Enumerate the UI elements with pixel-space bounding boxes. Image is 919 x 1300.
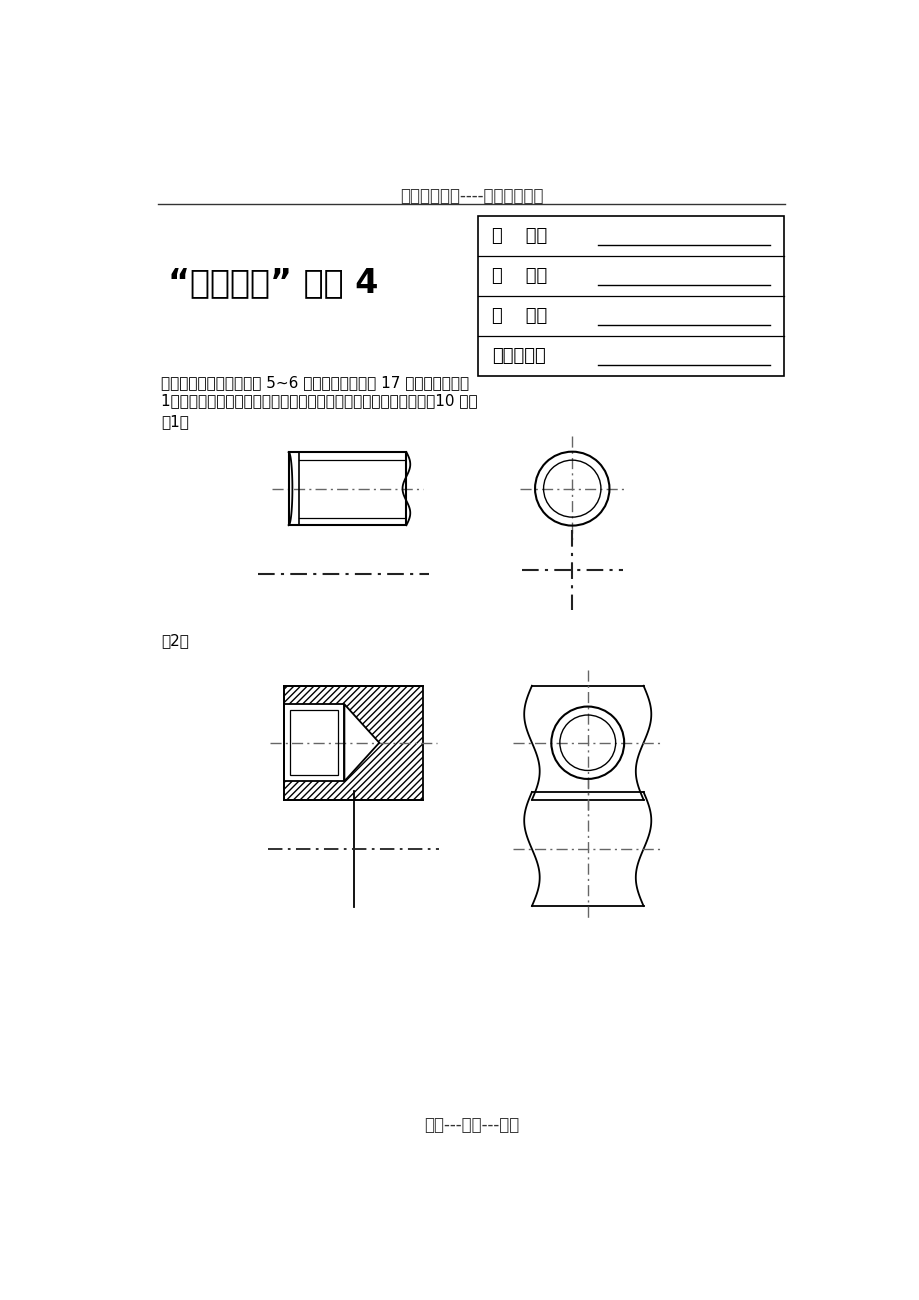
Text: 姓    名：: 姓 名： — [491, 227, 546, 246]
Bar — [477, 216, 783, 376]
Text: 精选优质文档----倾情为你奉上: 精选优质文档----倾情为你奉上 — [400, 187, 542, 205]
Bar — [289, 452, 406, 525]
Bar — [289, 710, 338, 775]
Text: 教师签名：: 教师签名： — [491, 347, 545, 365]
Text: （2）: （2） — [162, 633, 189, 649]
Text: 得    分：: 得 分： — [491, 307, 546, 325]
Text: “机械制图” 作业 4: “机械制图” 作业 4 — [167, 266, 378, 299]
Text: （1）: （1） — [162, 415, 189, 429]
Text: 1．分析下列螺纹画法上的错误，在指定的位置上画出正确的图。（10 分）: 1．分析下列螺纹画法上的错误，在指定的位置上画出正确的图。（10 分） — [162, 394, 478, 408]
Bar — [284, 705, 344, 781]
Polygon shape — [284, 705, 379, 781]
Text: 专心---专注---专业: 专心---专注---专业 — [424, 1115, 518, 1134]
Text: （本部分作业覆盖教材第 5~6 章的内容，要求第 17 周以前完成）。: （本部分作业覆盖教材第 5~6 章的内容，要求第 17 周以前完成）。 — [162, 376, 469, 390]
Text: 学    号：: 学 号： — [491, 266, 546, 285]
Bar — [284, 686, 423, 799]
